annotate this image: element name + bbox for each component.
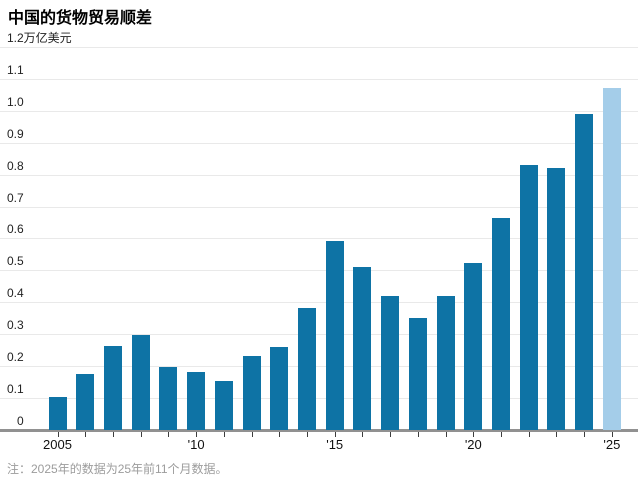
y-axis-label: 0.7 (7, 191, 24, 205)
x-tick (252, 432, 253, 437)
x-tick (279, 432, 280, 437)
x-tick (224, 432, 225, 437)
footnote: 注：2025年的数据为25年前11个月数据。 (7, 462, 228, 476)
bar (353, 267, 371, 430)
bar (49, 397, 67, 430)
y-axis-label: 0.5 (7, 254, 24, 268)
y-axis-label: 0.1 (7, 382, 24, 396)
bar (243, 356, 261, 430)
gridline (0, 238, 638, 239)
bar (104, 346, 122, 430)
y-axis-label: 1.1 (7, 63, 24, 77)
y-axis-label: 0 (17, 414, 24, 428)
gridline (0, 270, 638, 271)
x-tick (196, 432, 197, 437)
x-tick (362, 432, 363, 437)
gridline (0, 143, 638, 144)
x-tick (446, 432, 447, 437)
bar (159, 367, 177, 430)
x-axis-label: 2005 (43, 437, 72, 452)
bar (76, 374, 94, 430)
gridline (0, 398, 638, 399)
chart-title: 中国的货物贸易顺差 (8, 10, 153, 27)
y-axis-label: 1.0 (7, 95, 24, 109)
x-tick (501, 432, 502, 437)
gridline (0, 334, 638, 335)
gridline (0, 175, 638, 176)
gridline (0, 207, 638, 208)
x-axis-label: '10 (187, 437, 205, 452)
x-tick (556, 432, 557, 437)
bar (381, 296, 399, 430)
x-tick (58, 432, 59, 437)
gridline (0, 111, 638, 112)
bar (547, 168, 565, 430)
y-axis-label: 0.2 (7, 350, 24, 364)
x-axis-label: '15 (326, 437, 344, 452)
x-tick (584, 432, 585, 437)
bar (187, 372, 205, 430)
x-axis-label: '25 (603, 437, 621, 452)
x-tick (113, 432, 114, 437)
gridline (0, 302, 638, 303)
x-tick (529, 432, 530, 437)
y-axis-label: 0.8 (7, 159, 24, 173)
bar (326, 241, 344, 430)
bar (437, 296, 455, 430)
x-tick (418, 432, 419, 437)
x-tick (85, 432, 86, 437)
gridline (0, 47, 638, 48)
bar (575, 114, 593, 430)
x-tick (473, 432, 474, 437)
x-tick (307, 432, 308, 437)
bar (215, 381, 233, 430)
gridline (0, 366, 638, 367)
x-tick (612, 432, 613, 437)
bar (409, 318, 427, 430)
bar (270, 347, 288, 430)
y-axis-label: 0.9 (7, 127, 24, 141)
x-axis-line (0, 429, 638, 432)
y-axis-label: 0.4 (7, 286, 24, 300)
y-axis-label: 0.6 (7, 222, 24, 236)
bar (492, 218, 510, 430)
gridline (0, 79, 638, 80)
x-tick (141, 432, 142, 437)
x-tick (390, 432, 391, 437)
bar (520, 165, 538, 430)
bar (603, 88, 621, 430)
y-axis-label: 1.2万亿美元 (7, 31, 72, 45)
bar (132, 335, 150, 430)
x-tick (335, 432, 336, 437)
bar (298, 308, 316, 430)
bar (464, 263, 482, 430)
x-tick (168, 432, 169, 437)
y-axis-label: 0.3 (7, 318, 24, 332)
x-axis-label: '20 (464, 437, 482, 452)
